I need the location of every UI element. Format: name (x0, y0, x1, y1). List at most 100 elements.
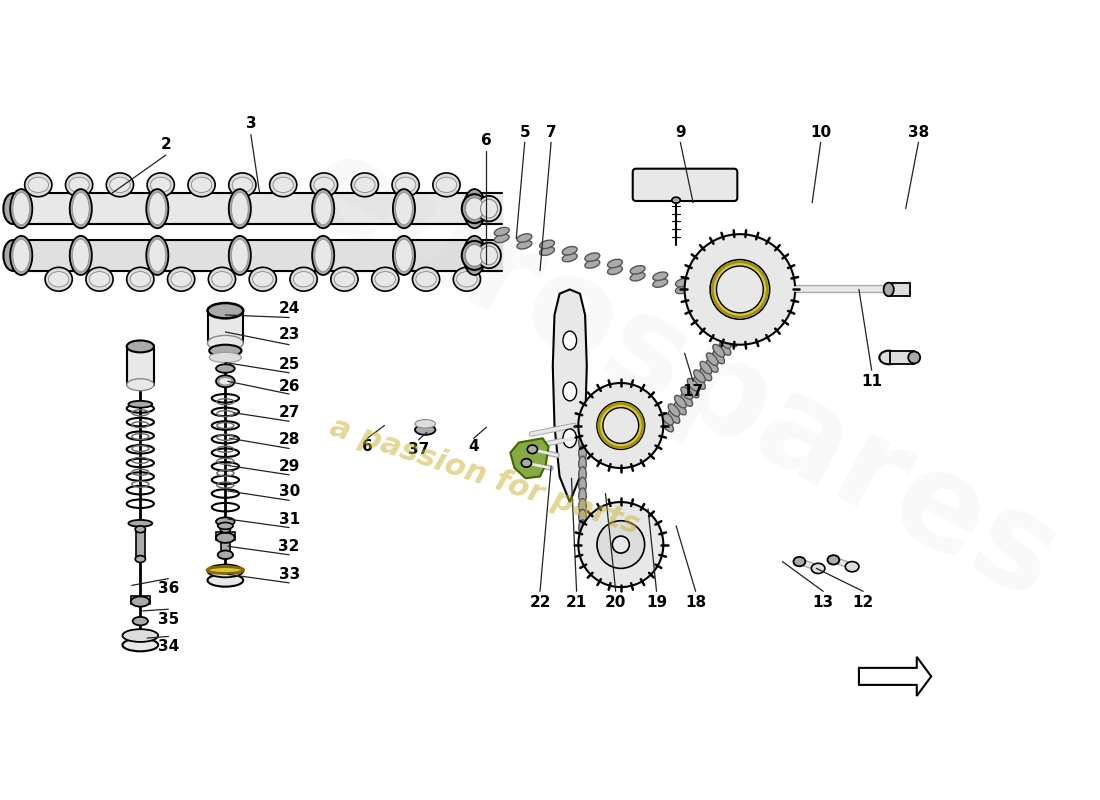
Ellipse shape (216, 375, 234, 387)
Bar (890, 350, 914, 364)
Ellipse shape (126, 378, 154, 390)
Ellipse shape (453, 267, 481, 291)
Ellipse shape (334, 271, 354, 287)
Ellipse shape (415, 425, 436, 435)
Ellipse shape (73, 239, 89, 271)
Ellipse shape (433, 173, 460, 197)
Ellipse shape (700, 368, 712, 381)
Text: 11: 11 (861, 374, 882, 389)
Ellipse shape (315, 193, 332, 225)
Ellipse shape (517, 234, 531, 242)
Text: 31: 31 (278, 511, 299, 526)
Ellipse shape (3, 194, 22, 224)
Circle shape (579, 383, 663, 468)
Ellipse shape (521, 458, 531, 467)
Ellipse shape (607, 259, 623, 268)
Ellipse shape (674, 395, 686, 408)
Text: 6: 6 (481, 133, 492, 148)
Ellipse shape (135, 556, 145, 562)
Ellipse shape (716, 266, 763, 313)
Ellipse shape (232, 177, 253, 193)
Ellipse shape (312, 236, 334, 275)
Text: 3: 3 (245, 116, 256, 131)
Ellipse shape (310, 173, 338, 197)
Ellipse shape (148, 239, 166, 271)
Ellipse shape (465, 198, 484, 220)
Ellipse shape (562, 254, 578, 262)
Ellipse shape (110, 177, 130, 193)
Ellipse shape (372, 267, 399, 291)
Ellipse shape (231, 239, 249, 271)
Text: 19: 19 (646, 595, 667, 610)
Ellipse shape (273, 177, 294, 193)
Ellipse shape (146, 189, 168, 228)
Ellipse shape (45, 267, 73, 291)
Bar (126, 346, 154, 385)
Text: 23: 23 (278, 327, 300, 342)
Ellipse shape (579, 520, 586, 535)
Text: 36: 36 (157, 582, 179, 596)
Ellipse shape (481, 246, 497, 265)
Text: 20: 20 (605, 595, 626, 610)
Ellipse shape (218, 550, 233, 559)
Ellipse shape (10, 189, 32, 228)
Ellipse shape (209, 345, 242, 357)
Text: 30: 30 (278, 484, 300, 499)
Text: 9: 9 (675, 125, 685, 140)
Text: 34: 34 (157, 639, 179, 654)
Ellipse shape (579, 478, 586, 493)
Ellipse shape (579, 498, 586, 514)
Ellipse shape (712, 262, 768, 317)
Ellipse shape (827, 555, 839, 565)
Ellipse shape (24, 173, 52, 197)
Text: 37: 37 (408, 442, 429, 457)
Text: 7: 7 (546, 125, 557, 140)
Ellipse shape (122, 629, 158, 642)
Ellipse shape (598, 403, 642, 448)
Ellipse shape (481, 199, 497, 218)
Ellipse shape (188, 173, 216, 197)
Text: 28: 28 (278, 433, 300, 447)
Ellipse shape (167, 267, 195, 291)
Ellipse shape (462, 194, 487, 223)
Ellipse shape (477, 196, 500, 222)
Ellipse shape (668, 410, 680, 423)
Ellipse shape (212, 271, 232, 287)
Ellipse shape (208, 565, 243, 578)
Ellipse shape (208, 335, 243, 350)
Ellipse shape (208, 267, 235, 291)
Ellipse shape (89, 271, 110, 287)
Ellipse shape (466, 193, 483, 225)
Ellipse shape (148, 193, 166, 225)
Ellipse shape (681, 387, 693, 399)
Ellipse shape (191, 177, 212, 193)
Ellipse shape (562, 246, 578, 255)
Ellipse shape (563, 382, 576, 401)
Ellipse shape (726, 334, 737, 346)
Ellipse shape (706, 360, 718, 372)
Ellipse shape (10, 236, 32, 275)
Ellipse shape (314, 177, 334, 193)
Circle shape (613, 417, 629, 434)
Ellipse shape (122, 638, 158, 651)
Ellipse shape (668, 404, 680, 417)
Ellipse shape (135, 526, 145, 533)
Ellipse shape (146, 236, 168, 275)
Ellipse shape (579, 456, 586, 471)
Bar (889, 282, 910, 296)
Ellipse shape (688, 386, 698, 398)
Ellipse shape (675, 278, 691, 287)
Ellipse shape (170, 271, 191, 287)
Ellipse shape (463, 236, 485, 275)
Ellipse shape (207, 566, 243, 574)
Ellipse shape (130, 271, 151, 287)
Ellipse shape (315, 239, 332, 271)
Ellipse shape (396, 239, 412, 271)
Ellipse shape (694, 377, 705, 390)
Ellipse shape (845, 562, 859, 572)
Text: 29: 29 (278, 459, 300, 474)
Ellipse shape (294, 271, 313, 287)
Ellipse shape (462, 241, 487, 270)
Ellipse shape (540, 247, 554, 255)
Ellipse shape (527, 445, 538, 454)
